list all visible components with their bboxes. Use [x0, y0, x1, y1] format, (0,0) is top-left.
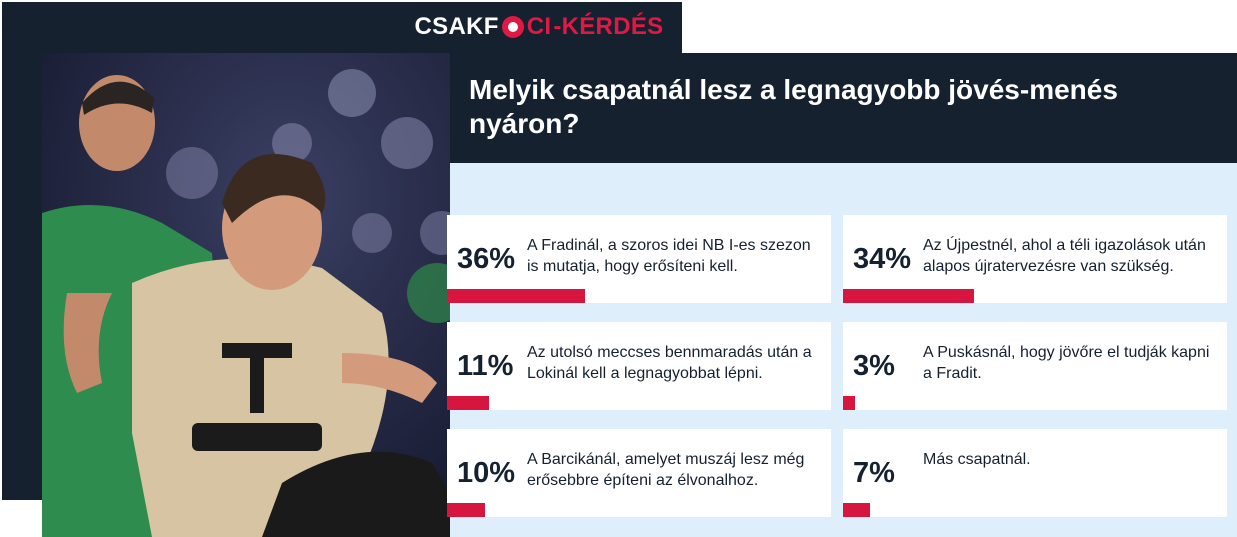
option-text: Más csapatnál.	[923, 451, 1031, 468]
poll-option-4[interactable]: 3% A Puskásnál, hogy jövőre el tudják ka…	[843, 322, 1227, 410]
option-percent: 36%	[457, 243, 516, 275]
option-percent: 34%	[853, 243, 912, 275]
option-result-bar	[447, 396, 490, 410]
option-result-bar	[447, 289, 586, 303]
poll-option-3[interactable]: 11% Az utolsó meccses bennmaradás után a…	[447, 322, 831, 410]
option-text: A Fradinál, a szoros idei NB I-es szezon…	[527, 237, 811, 275]
option-result-bar	[843, 396, 855, 410]
player-photo	[42, 53, 450, 537]
poll-question: Melyik csapatnál lesz a legnagyobb jövés…	[469, 74, 1118, 139]
option-percent: 10%	[457, 457, 516, 489]
poll-option-1[interactable]: 36% A Fradinál, a szoros idei NB I-es sz…	[447, 215, 831, 303]
option-text: A Puskásnál, hogy jövőre el tudják kapni…	[923, 344, 1210, 382]
option-result-bar	[843, 289, 974, 303]
option-text: Az Újpestnél, ahol a téli igazolások utá…	[923, 237, 1206, 275]
poll-option-6[interactable]: 7% Más csapatnál.	[843, 429, 1227, 517]
option-result-bar	[843, 503, 870, 517]
brand-text-2: CI	[526, 13, 552, 40]
option-percent: 11%	[457, 350, 514, 382]
option-percent: 3%	[853, 350, 895, 382]
question-header	[450, 53, 1237, 163]
poll-option-5[interactable]: 10% A Barcikánál, amelyet muszáj lesz mé…	[447, 429, 831, 517]
option-percent: 7%	[853, 457, 895, 489]
option-result-bar	[447, 503, 486, 517]
brand-text-3: -KÉRDÉS	[553, 13, 664, 40]
poll-option-2[interactable]: 34% Az Újpestnél, ahol a téli igazolások…	[843, 215, 1227, 303]
brand-logo: CSAKF CI -KÉRDÉS	[396, 2, 682, 52]
soccer-ball-icon	[501, 16, 524, 38]
option-text: A Barcikánál, amelyet muszáj lesz még er…	[527, 451, 805, 489]
option-text: Az utolsó meccses bennmaradás után a Lok…	[527, 344, 812, 382]
brand-text-1: CSAKF	[414, 13, 499, 40]
